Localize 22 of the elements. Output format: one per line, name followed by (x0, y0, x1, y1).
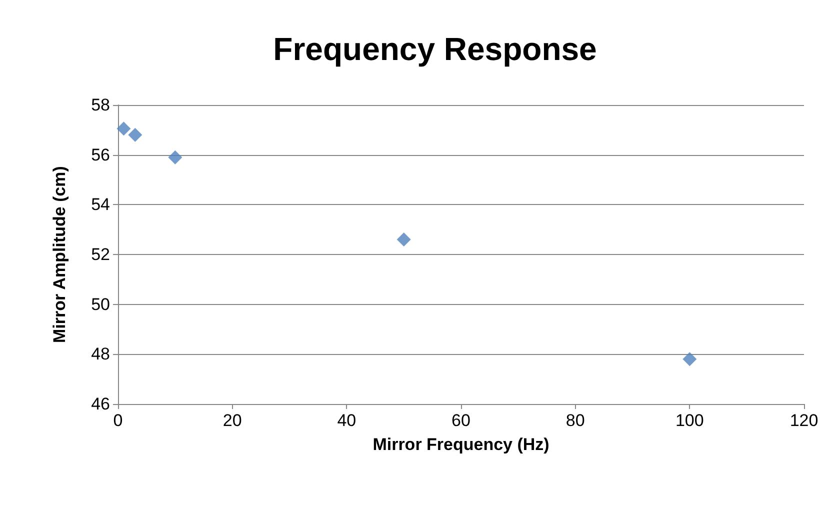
point (682, 352, 697, 366)
y-tick-label: 54 (91, 195, 110, 214)
point (116, 122, 131, 136)
x-axis-title: Mirror Frequency (Hz) (372, 435, 550, 454)
x-tick-label: 60 (452, 411, 470, 430)
y-tick-label: 58 (91, 96, 110, 114)
y-tick-label: 52 (91, 245, 110, 264)
x-tick-label: 80 (566, 411, 585, 430)
y-axis-title: Mirror Amplitude (cm) (50, 166, 69, 343)
point (396, 232, 411, 247)
y-tick-label: 46 (91, 394, 110, 414)
x-tick-label: 120 (790, 411, 818, 430)
y-tick-label: 48 (91, 344, 110, 364)
y-tick-label: 50 (91, 294, 110, 314)
x-tick-label: 0 (113, 411, 123, 430)
y-tick-label: 56 (91, 145, 110, 164)
x-tick-label: 40 (337, 411, 356, 430)
point (128, 128, 142, 142)
x-tick-label: 20 (222, 411, 242, 430)
x-tick-label: 100 (675, 411, 704, 430)
point (168, 150, 182, 164)
chart-title: Frequency Response (273, 31, 597, 67)
